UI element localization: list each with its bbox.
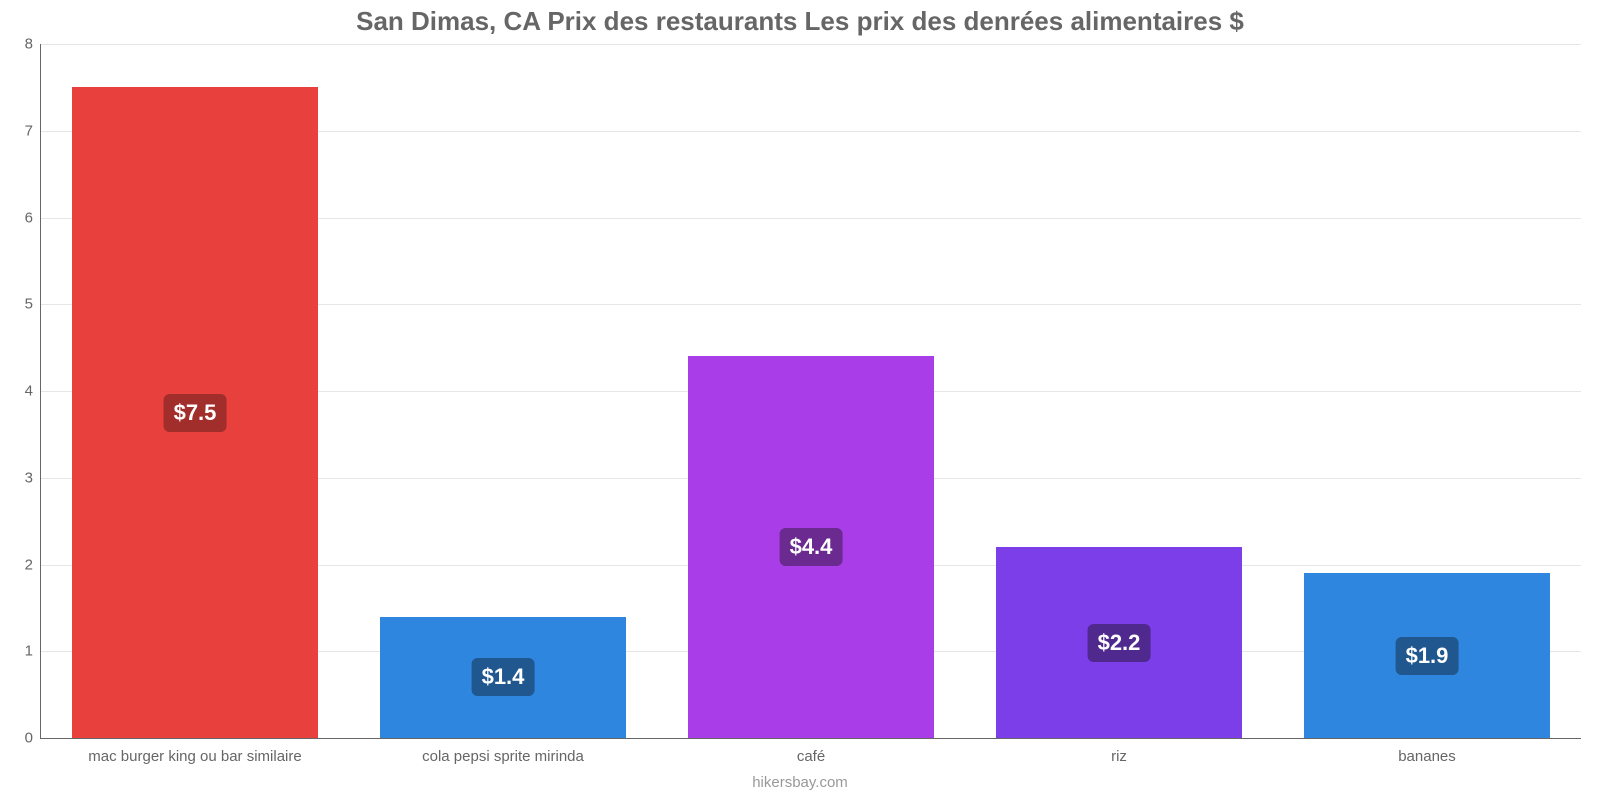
price-bar-chart: San Dimas, CA Prix des restaurants Les p… [0,0,1600,800]
bar-value-label: $7.5 [164,394,227,432]
y-tick-label: 6 [13,209,33,226]
y-tick-label: 8 [13,36,33,53]
x-tick-label: mac burger king ou bar similaire [88,748,301,765]
y-tick-label: 4 [13,383,33,400]
y-tick-label: 5 [13,296,33,313]
x-tick-label: café [797,748,825,765]
x-tick-label: bananes [1398,748,1456,765]
y-tick-label: 3 [13,469,33,486]
y-tick-label: 2 [13,556,33,573]
bar-value-label: $1.4 [472,658,535,696]
x-tick-label: riz [1111,748,1127,765]
x-tick-label: cola pepsi sprite mirinda [422,748,584,765]
bar-value-label: $1.9 [1396,637,1459,675]
y-tick-label: 0 [13,730,33,747]
bar-value-label: $4.4 [780,528,843,566]
plot-area: 012345678$7.5mac burger king ou bar simi… [40,44,1581,739]
chart-title: San Dimas, CA Prix des restaurants Les p… [0,6,1600,37]
y-tick-label: 1 [13,643,33,660]
y-tick-label: 7 [13,122,33,139]
chart-credit: hikersbay.com [0,774,1600,791]
grid-line [41,44,1581,45]
bar-value-label: $2.2 [1088,624,1151,662]
